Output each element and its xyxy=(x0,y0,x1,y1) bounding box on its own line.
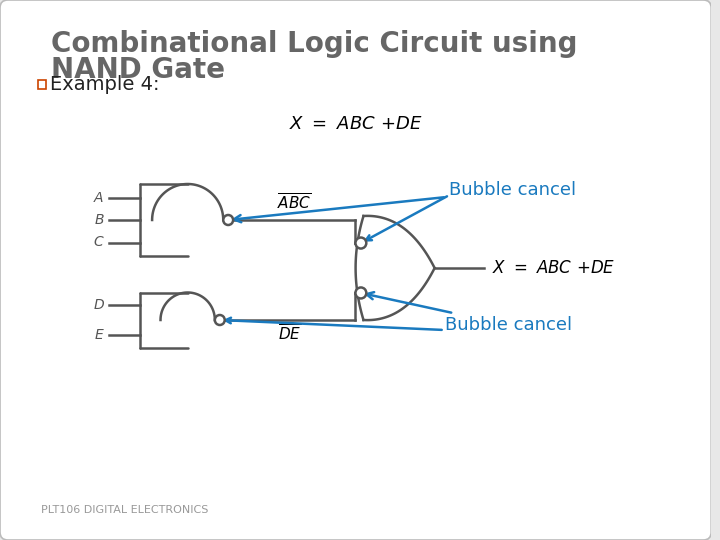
Text: $\it{X}$ $=$ $\it{ABC}$ $+\it{DE}$: $\it{X}$ $=$ $\it{ABC}$ $+\it{DE}$ xyxy=(492,259,616,277)
Text: $\it{C}$: $\it{C}$ xyxy=(93,235,104,249)
Text: $\overline{DE}$: $\overline{DE}$ xyxy=(279,324,302,344)
Text: Bubble cancel: Bubble cancel xyxy=(234,181,577,222)
Text: $\it{X}$ $=$ $\it{ABC}$ $+\it{DE}$: $\it{X}$ $=$ $\it{ABC}$ $+\it{DE}$ xyxy=(289,115,423,133)
Circle shape xyxy=(356,238,366,248)
Circle shape xyxy=(223,215,233,225)
Text: $\it{A}$: $\it{A}$ xyxy=(94,191,104,205)
Circle shape xyxy=(356,287,366,299)
Text: PLT106 DIGITAL ELECTRONICS: PLT106 DIGITAL ELECTRONICS xyxy=(42,505,209,515)
Text: $\it{D}$: $\it{D}$ xyxy=(93,298,104,312)
Text: $\overline{ABC}$: $\overline{ABC}$ xyxy=(277,193,312,213)
Circle shape xyxy=(215,315,225,325)
Text: Combinational Logic Circuit using: Combinational Logic Circuit using xyxy=(51,30,578,58)
Text: Bubble cancel: Bubble cancel xyxy=(366,292,572,334)
Text: $\it{B}$: $\it{B}$ xyxy=(94,213,104,227)
Text: Example 4:: Example 4: xyxy=(50,75,160,93)
Text: NAND Gate: NAND Gate xyxy=(51,56,225,84)
Text: $\it{E}$: $\it{E}$ xyxy=(94,328,104,342)
